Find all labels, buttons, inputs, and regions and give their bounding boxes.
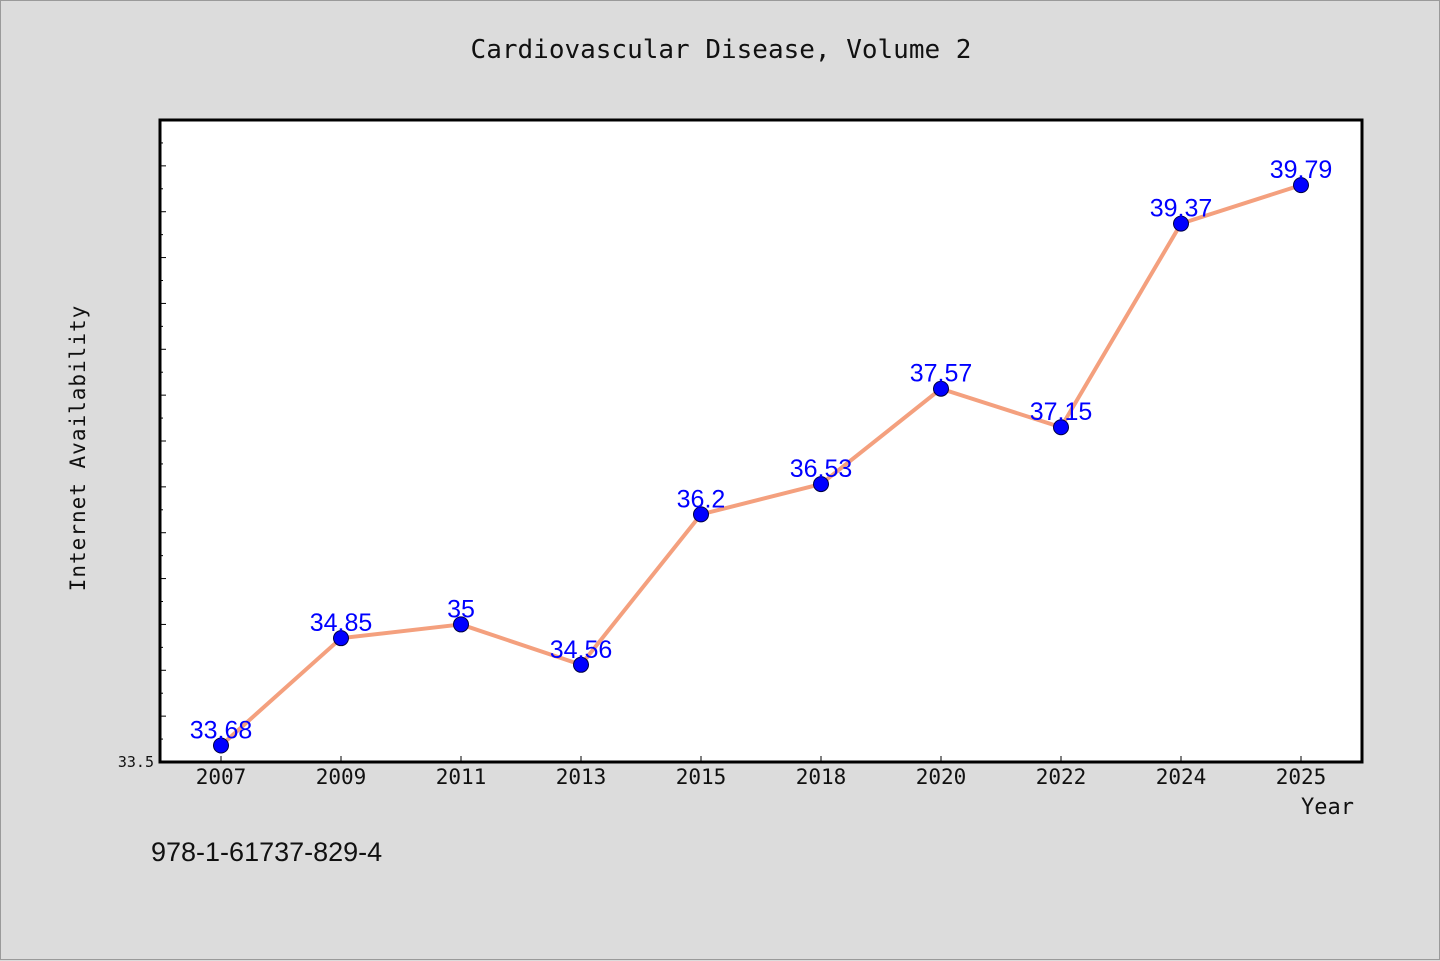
isbn-text: 978-1-61737-829-4: [151, 837, 383, 867]
data-points: [213, 177, 1309, 754]
data-point: [573, 656, 589, 673]
data-label: 35: [447, 595, 475, 623]
x-axis-ticks: 2007 2009 2011 2013 2015 2018 2020 2022 2024 2025: [196, 756, 1327, 789]
data-point: [693, 506, 709, 523]
data-point: [1173, 215, 1189, 232]
x-axis-label: Year: [1301, 795, 1354, 820]
x-tick-label: 2011: [436, 765, 487, 789]
data-label: 37.57: [910, 360, 973, 388]
data-label: 34.85: [310, 609, 373, 637]
data-label: 39.79: [1270, 156, 1333, 184]
data-label: 39.37: [1150, 195, 1213, 223]
data-label: 34.56: [550, 636, 613, 664]
x-tick-label: 2007: [196, 765, 247, 789]
x-tick-label: 2025: [1276, 765, 1327, 789]
data-label: 33.68: [190, 716, 253, 744]
x-tick-label: 2013: [556, 765, 607, 789]
data-label: 36.2: [677, 485, 726, 513]
y-tick-label: 33.5: [118, 753, 154, 771]
data-labels: 33.68 34.85 35 34.56 36.2 36.53 37.57 37.15 39.3…: [190, 156, 1333, 744]
data-point: [213, 737, 229, 754]
x-tick-label: 2024: [1156, 765, 1207, 789]
data-point: [813, 476, 829, 493]
plot-area: [158, 118, 1364, 764]
data-point: [453, 616, 469, 633]
data-point: [333, 630, 349, 647]
data-label: 37.15: [1030, 398, 1093, 426]
x-tick-label: 2015: [676, 765, 727, 789]
data-point: [1293, 177, 1309, 194]
x-tick-label: 2022: [1036, 765, 1087, 789]
data-point: [933, 380, 949, 397]
chart-title: Cardiovascular Disease, Volume 2: [470, 35, 972, 65]
data-label: 36.53: [790, 455, 853, 483]
x-tick-label: 2020: [916, 765, 967, 789]
data-point: [1053, 419, 1069, 436]
series-line: [219, 183, 1302, 747]
x-tick-label: 2018: [796, 765, 847, 789]
y-axis-ticks: 33.5: [118, 119, 166, 771]
x-tick-label: 2009: [316, 765, 367, 789]
